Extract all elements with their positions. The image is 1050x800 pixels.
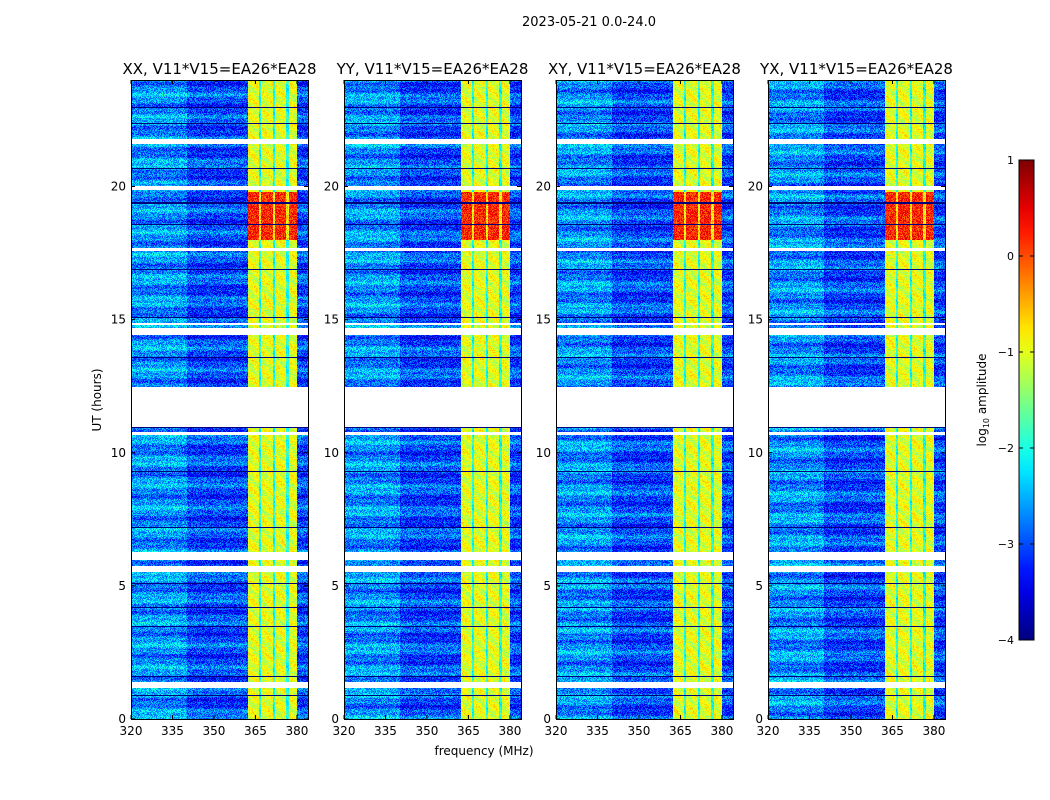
y-tick-label: 10 [324, 446, 339, 460]
panel-frame-4 [768, 80, 946, 720]
y-tick-label: 15 [536, 313, 551, 327]
colorbar-label: log10 amplitude [975, 354, 991, 447]
x-tick-label: 365 [881, 724, 904, 738]
colorbar [1018, 159, 1035, 641]
panel-frame-3 [556, 80, 734, 720]
y-tick-label: 20 [111, 180, 126, 194]
y-tick-label: 15 [324, 313, 339, 327]
x-tick-label: 320 [757, 724, 780, 738]
colorbar-tick-label: −1 [998, 346, 1014, 359]
x-tick-label: 365 [244, 724, 267, 738]
waterfall-image-3 [556, 80, 733, 719]
x-tick-label: 335 [161, 724, 184, 738]
x-tick-label: 380 [710, 724, 733, 738]
y-tick-label: 0 [118, 712, 126, 726]
y-tick-label: 20 [748, 180, 763, 194]
y-tick-label: 5 [543, 579, 551, 593]
waterfall-image-2 [344, 80, 521, 719]
y-tick-label: 5 [331, 579, 339, 593]
y-tick-label: 0 [755, 712, 763, 726]
x-tick-label: 380 [922, 724, 945, 738]
y-tick-label: 5 [755, 579, 763, 593]
x-tick-label: 350 [203, 724, 226, 738]
x-tick-label: 320 [545, 724, 568, 738]
panel-title-3: XY, V11*V15=EA26*EA28 [548, 60, 741, 78]
y-tick-label: 15 [748, 313, 763, 327]
x-tick-label: 335 [586, 724, 609, 738]
colorbar-tick-label: 0 [1007, 250, 1014, 263]
colorbar-tick-label: −2 [998, 442, 1014, 455]
colorbar-tick-label: −3 [998, 538, 1014, 551]
panel-frame-2 [344, 80, 522, 720]
y-tick-label: 5 [118, 579, 126, 593]
y-tick-label: 10 [536, 446, 551, 460]
y-axis-label: UT (hours) [90, 368, 104, 431]
colorbar-tick-label: 1 [1007, 154, 1014, 167]
x-tick-label: 365 [669, 724, 692, 738]
x-tick-label: 350 [416, 724, 439, 738]
x-tick-label: 335 [798, 724, 821, 738]
x-tick-label: 380 [285, 724, 308, 738]
x-tick-label: 350 [840, 724, 863, 738]
y-tick-label: 0 [331, 712, 339, 726]
y-tick-label: 20 [324, 180, 339, 194]
x-tick-label: 320 [333, 724, 356, 738]
x-tick-label: 320 [120, 724, 143, 738]
y-tick-label: 15 [111, 313, 126, 327]
waterfall-image-4 [768, 80, 945, 719]
x-tick-label: 335 [374, 724, 397, 738]
figure-title: 2023-05-21 0.0-24.0 [522, 15, 656, 30]
x-tick-label: 350 [628, 724, 651, 738]
y-tick-label: 10 [748, 446, 763, 460]
y-tick-label: 20 [536, 180, 551, 194]
y-tick-label: 10 [111, 446, 126, 460]
panel-title-1: XX, V11*V15=EA26*EA28 [122, 60, 316, 78]
x-tick-label: 365 [457, 724, 480, 738]
panel-title-4: YX, V11*V15=EA26*EA28 [759, 60, 953, 78]
x-tick-label: 380 [498, 724, 521, 738]
panel-frame-1 [131, 80, 309, 720]
panel-title-2: YY, V11*V15=EA26*EA28 [336, 60, 529, 78]
colorbar-tick-label: −4 [998, 634, 1014, 647]
waterfall-image-1 [131, 80, 308, 719]
y-tick-label: 0 [543, 712, 551, 726]
x-axis-label: frequency (MHz) [434, 744, 533, 758]
